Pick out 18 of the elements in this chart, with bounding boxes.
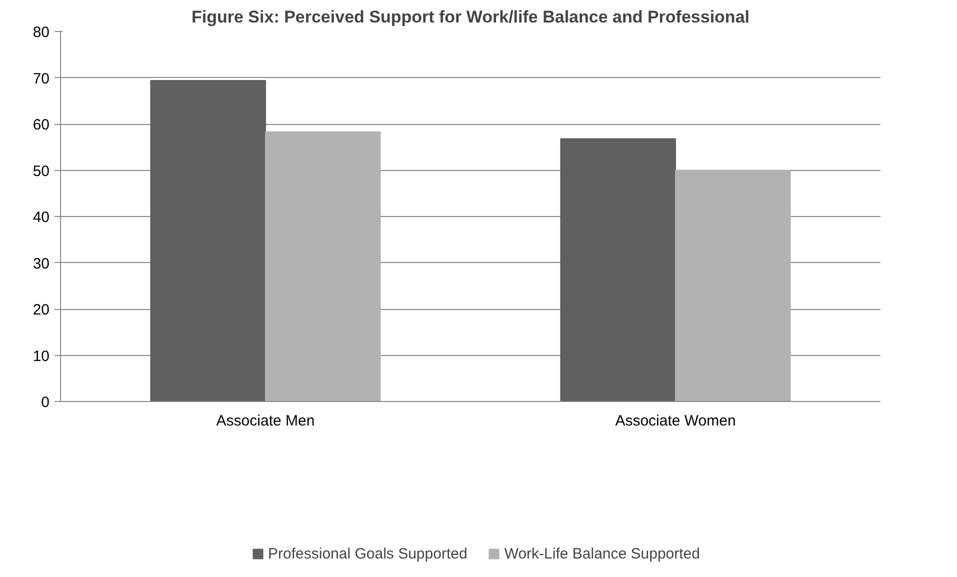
chart-title: Figure Six: Perceived Support for Work/life Balance and Professional (192, 8, 750, 26)
y-tick-label: 60 (32, 116, 50, 134)
y-tick-label: 10 (32, 348, 50, 365)
x-tick-label: Associate Women (615, 412, 736, 430)
y-tick-label: 70 (32, 70, 50, 88)
bar (265, 131, 381, 402)
y-tick-label: 20 (32, 302, 50, 318)
y-tick-label: 50 (32, 162, 50, 180)
y-tick-label: 40 (32, 209, 50, 226)
y-tick-label: 80 (32, 24, 50, 41)
legend-label: Work-Life Balance Supported (504, 545, 700, 562)
bar (675, 170, 791, 402)
legend-label: Professional Goals Supported (268, 545, 468, 562)
y-tick-label: 30 (32, 255, 50, 272)
bar (150, 80, 266, 402)
bar (560, 138, 676, 402)
y-tick-label: 0 (41, 394, 50, 411)
x-tick-label: Associate Men (216, 412, 315, 430)
